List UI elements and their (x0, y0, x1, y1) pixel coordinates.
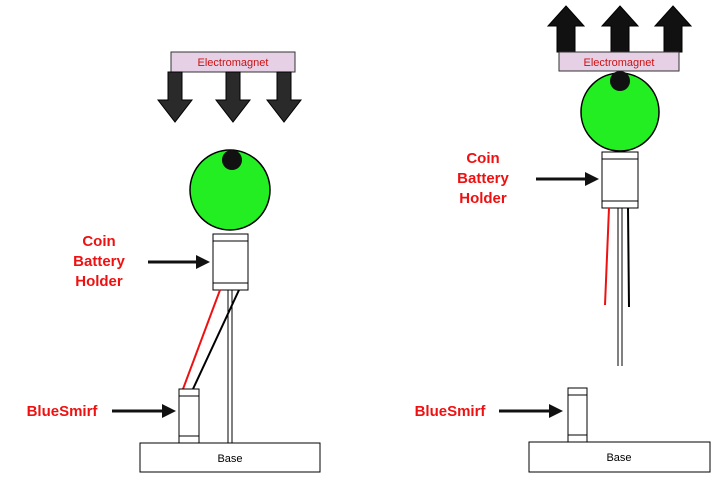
right-base: Base (528, 441, 711, 473)
left-electromagnet-label: Electromagnet (198, 57, 269, 69)
right-base-label: Base (606, 452, 631, 464)
left-base-label: Base (217, 453, 242, 465)
right-arrow-icon (536, 172, 599, 186)
left-coin-battery-holder (212, 233, 249, 291)
left-scene: Electromagnet (27, 51, 321, 473)
label-line: Holder (75, 273, 123, 290)
right-red-wire (604, 207, 610, 306)
up-arrow-icon (653, 5, 693, 53)
left-red-wire (182, 289, 221, 390)
right-electromagnet: Electromagnet (558, 51, 680, 72)
label-line: Battery (73, 253, 125, 270)
right-arrow-icon (499, 404, 563, 418)
right-arrow-icon (112, 404, 176, 418)
right-arrow-icon (148, 255, 210, 269)
up-arrow-icon (546, 5, 586, 53)
right-electromagnet-label: Electromagnet (584, 57, 655, 69)
label-line: Coin (82, 233, 115, 250)
left-bluesmirf-module (178, 388, 200, 444)
right-bluesmirf-label: BlueSmirf (415, 403, 487, 420)
right-coin-battery-holder (601, 151, 639, 209)
right-coin-battery-label: Coin Battery Holder (457, 150, 509, 207)
down-arrow-icon (214, 71, 252, 123)
up-arrow-icon (600, 5, 640, 53)
right-scene: Electromagnet Base (415, 5, 711, 473)
label-line: Holder (459, 190, 507, 207)
left-black-wire (192, 289, 240, 390)
right-up-arrows (546, 5, 693, 53)
left-down-arrows (156, 71, 303, 123)
label-line: Battery (457, 170, 509, 187)
left-bluesmirf-label: BlueSmirf (27, 403, 99, 420)
left-ball-magnet-dot (222, 150, 242, 170)
left-electromagnet: Electromagnet (170, 51, 296, 73)
right-bluesmirf-module (567, 387, 588, 443)
label-line: Coin (466, 150, 499, 167)
left-base: Base (139, 442, 321, 473)
left-green-ball (189, 149, 271, 231)
right-support-rod (617, 208, 623, 366)
right-ball-magnet-dot (610, 71, 630, 91)
down-arrow-icon (156, 71, 194, 123)
left-coin-battery-label: Coin Battery Holder (73, 233, 125, 290)
down-arrow-icon (265, 71, 303, 123)
right-black-wire (627, 207, 630, 308)
